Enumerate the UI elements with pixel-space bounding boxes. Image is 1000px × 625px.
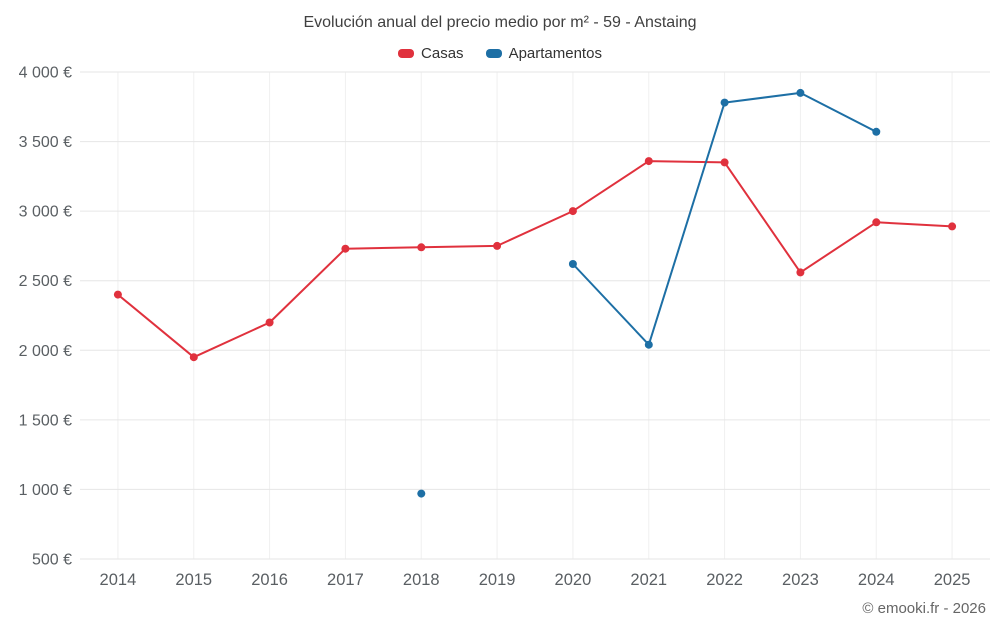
legend-item-apartamentos[interactable]: Apartamentos — [485, 45, 602, 62]
x-axis-tick-label: 2017 — [327, 571, 364, 589]
y-axis-tick-label: 500 € — [32, 552, 72, 569]
data-point-apartamentos-2018[interactable] — [417, 489, 426, 498]
y-axis-tick-label: 1 000 € — [19, 482, 72, 499]
data-point-casas-2020[interactable] — [568, 207, 577, 216]
data-point-apartamentos-2022[interactable] — [720, 98, 729, 107]
legend-item-casas[interactable]: Casas — [398, 45, 464, 62]
x-axis-tick-label: 2020 — [555, 571, 592, 589]
series-line-casas — [116, 160, 954, 359]
data-point-apartamentos-2020[interactable] — [568, 260, 577, 268]
legend-label-apartamentos: Apartamentos — [508, 45, 602, 62]
data-point-casas-2024[interactable] — [872, 218, 881, 227]
chart-title: Evolución anual del precio medio por m² … — [303, 14, 697, 31]
data-point-apartamentos-2024[interactable] — [872, 127, 881, 136]
chart-legend: Casas Apartamentos — [0, 45, 1000, 62]
x-axis-tick-label: 2014 — [100, 571, 137, 589]
x-axis-tick-label: 2025 — [934, 571, 971, 589]
x-axis-tick-label: 2023 — [782, 571, 819, 589]
legend-marker-icon-casas — [398, 49, 415, 58]
x-axis-tick-label: 2016 — [251, 571, 288, 589]
data-point-apartamentos-2021[interactable] — [644, 340, 653, 349]
y-axis-tick-label: 1 500 € — [19, 412, 72, 429]
y-axis-tick-label: 4 000 € — [19, 65, 72, 82]
x-axis-tick-label: 2021 — [630, 571, 667, 589]
data-point-casas-2018[interactable] — [417, 243, 426, 252]
y-axis-tick-label: 3 500 € — [19, 134, 72, 151]
x-axis-tick-label: 2018 — [403, 571, 440, 589]
y-axis-tick-label: 2 500 € — [19, 273, 72, 290]
x-axis-tick-label: 2022 — [706, 571, 743, 589]
data-point-casas-2022[interactable] — [720, 158, 729, 167]
data-point-casas-2015[interactable] — [189, 353, 198, 362]
data-point-casas-2019[interactable] — [493, 241, 502, 250]
data-point-apartamentos-2023[interactable] — [796, 88, 805, 97]
data-point-casas-2023[interactable] — [796, 268, 805, 277]
y-axis-tick-label: 2 000 € — [19, 343, 72, 360]
x-axis-tick-label: 2024 — [858, 571, 895, 589]
data-point-casas-2016[interactable] — [265, 318, 274, 327]
chart-plot: 500 € 1 000 € 1 500 € 2 000 € 2 500 € 3 000 €… — [19, 65, 990, 589]
x-axis-tick-label: 2019 — [479, 571, 516, 589]
data-point-casas-2017[interactable] — [341, 244, 350, 253]
data-point-casas-2014[interactable] — [113, 290, 122, 299]
x-axis-tick-label: 2015 — [175, 571, 212, 589]
legend-marker-icon-apartamentos — [485, 49, 502, 58]
legend-label-casas: Casas — [421, 45, 464, 62]
copyright-credit: © emooki.fr - 2026 — [862, 600, 986, 617]
data-point-casas-2025[interactable] — [948, 222, 957, 231]
y-axis-tick-label: 3 000 € — [19, 204, 72, 221]
data-point-casas-2021[interactable] — [644, 157, 653, 166]
